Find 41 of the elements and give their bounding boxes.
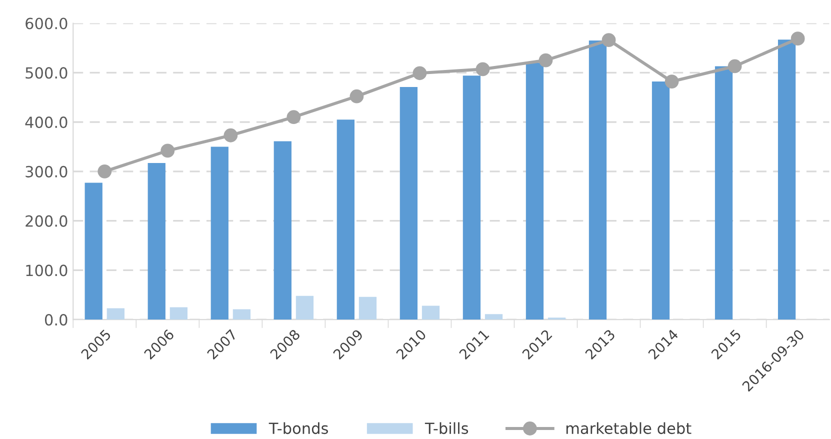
bar xyxy=(652,82,670,320)
bar xyxy=(526,62,544,320)
point xyxy=(350,89,364,104)
y-tick-label: 600.0 xyxy=(26,18,68,30)
point xyxy=(728,59,742,74)
point xyxy=(160,144,175,158)
y-tick-label: 100.0 xyxy=(26,264,68,276)
bar xyxy=(84,182,102,320)
point xyxy=(98,164,112,178)
point xyxy=(664,74,679,88)
y-tick-label: 200.0 xyxy=(26,215,68,227)
y-tick-label: 300.0 xyxy=(26,166,68,178)
point xyxy=(538,53,553,68)
point xyxy=(602,33,616,48)
bar xyxy=(210,146,228,320)
legend-label: T-bonds xyxy=(268,422,328,434)
legend-label: T-bills xyxy=(424,422,468,434)
point xyxy=(790,32,805,46)
bar xyxy=(336,120,354,320)
bar xyxy=(148,163,166,320)
bar xyxy=(778,40,796,320)
bar xyxy=(274,141,292,320)
legend-label: marketable debt xyxy=(566,422,692,434)
y-tick-label: 0.0 xyxy=(44,314,68,326)
bar xyxy=(462,76,481,320)
point xyxy=(286,110,301,124)
bar xyxy=(358,296,377,320)
bar xyxy=(170,307,188,320)
y-tick-label: 500.0 xyxy=(26,67,68,79)
bar xyxy=(106,308,124,320)
bar xyxy=(232,309,251,320)
bar xyxy=(422,306,440,320)
bar xyxy=(588,40,607,320)
point xyxy=(412,66,427,80)
bar xyxy=(296,296,314,320)
point xyxy=(224,128,238,142)
bar xyxy=(400,86,418,320)
y-tick-label: 400.0 xyxy=(25,116,68,128)
bar xyxy=(484,314,503,320)
bar xyxy=(714,66,733,320)
point xyxy=(476,62,490,76)
